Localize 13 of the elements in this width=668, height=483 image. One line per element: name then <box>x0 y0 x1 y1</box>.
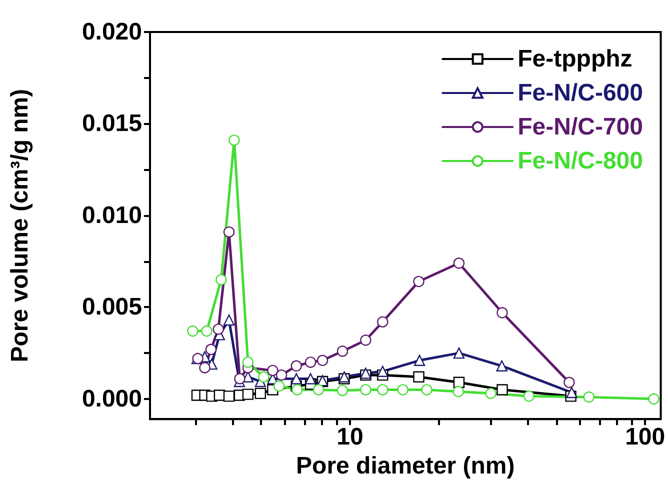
legend-label: Fe-tppphz <box>518 46 632 72</box>
legend-label: Fe-N/C-700 <box>518 114 644 140</box>
y-tick-label: 0.020 <box>82 18 142 46</box>
y-axis-title: Pore volume (cm³/g nm) <box>6 88 34 362</box>
y-tick-label: 0.005 <box>82 294 142 321</box>
y-tick-label: 0.015 <box>82 110 142 138</box>
x-tick-label: 100 <box>625 424 666 451</box>
y-tick-label: 0.010 <box>82 202 142 229</box>
x-axis-title: Pore diameter (nm) <box>296 452 515 480</box>
legend-label: Fe-N/C-600 <box>518 80 644 106</box>
x-tick-label: 10 <box>336 424 364 451</box>
y-tick-label: 0.000 <box>82 385 142 412</box>
legend-label: Fe-N/C-800 <box>518 148 644 174</box>
